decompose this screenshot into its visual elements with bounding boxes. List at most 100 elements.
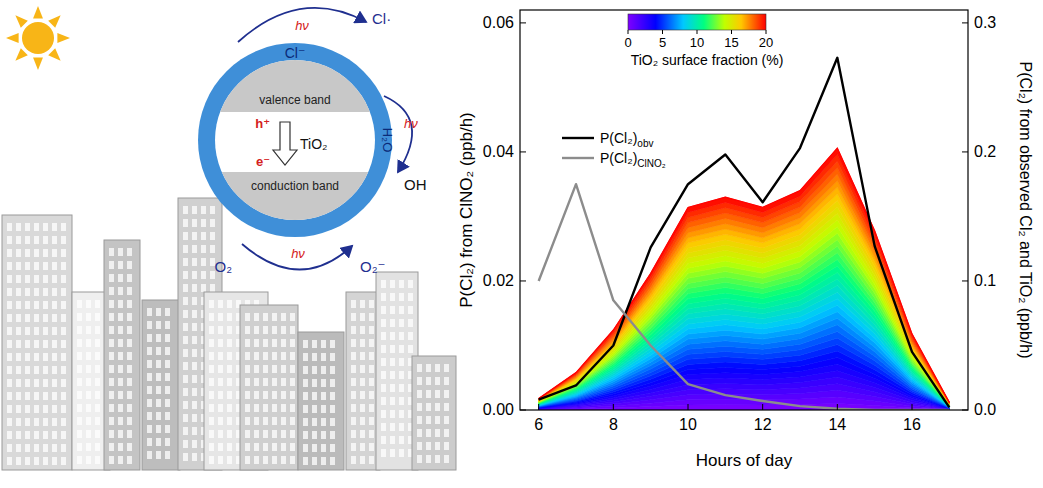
window [25, 340, 30, 348]
window [290, 430, 295, 438]
window [245, 352, 250, 360]
window [381, 436, 386, 444]
window [43, 236, 48, 244]
window [227, 417, 232, 425]
window [303, 353, 308, 361]
window [43, 457, 48, 465]
window [426, 416, 431, 424]
window [192, 388, 197, 396]
window [426, 442, 431, 450]
window [227, 391, 232, 399]
window [390, 384, 395, 392]
window [417, 390, 422, 398]
window [254, 339, 259, 347]
window [127, 339, 132, 347]
window [86, 365, 91, 373]
window [61, 379, 66, 387]
window [109, 391, 114, 399]
window [303, 431, 308, 439]
window [147, 347, 152, 355]
window [95, 456, 100, 464]
window [16, 444, 21, 452]
window [16, 288, 21, 296]
window [272, 313, 277, 321]
window [381, 358, 386, 366]
window [77, 417, 82, 425]
window [426, 429, 431, 437]
window [61, 262, 66, 270]
colorbar-tick [662, 30, 663, 34]
window [399, 449, 404, 457]
x-tick [613, 404, 614, 410]
window [127, 313, 132, 321]
window [127, 352, 132, 360]
y2-tick-label: 0.3 [974, 14, 996, 31]
window [192, 440, 197, 448]
window [95, 313, 100, 321]
window [360, 378, 365, 386]
window [147, 334, 152, 342]
window [245, 365, 250, 373]
window [399, 358, 404, 366]
window [399, 384, 404, 392]
y2-tick-label: 0.1 [974, 272, 996, 289]
window [52, 288, 57, 296]
window [426, 377, 431, 385]
window [263, 378, 268, 386]
x-tick-label: 12 [754, 416, 772, 433]
window [7, 223, 12, 231]
window [263, 417, 268, 425]
window [16, 353, 21, 361]
window [25, 262, 30, 270]
window [381, 371, 386, 379]
window [254, 443, 259, 451]
window [52, 236, 57, 244]
window [52, 275, 57, 283]
window [183, 375, 188, 383]
window [7, 275, 12, 283]
window [7, 262, 12, 270]
window [272, 352, 277, 360]
window [61, 288, 66, 296]
window [7, 236, 12, 244]
window [227, 404, 232, 412]
window [381, 280, 386, 288]
window [183, 414, 188, 422]
building [412, 356, 456, 470]
window [390, 371, 395, 379]
window [417, 403, 422, 411]
window [16, 223, 21, 231]
window [209, 391, 214, 399]
window [109, 300, 114, 308]
window [43, 340, 48, 348]
window [218, 404, 223, 412]
label: H₂O [380, 128, 395, 153]
window [399, 436, 404, 444]
window [399, 410, 404, 418]
window [147, 425, 152, 433]
window [147, 373, 152, 381]
x-tick [538, 404, 539, 410]
window [369, 313, 374, 321]
bands [215, 60, 375, 222]
window [254, 313, 259, 321]
window [165, 386, 170, 394]
window [25, 223, 30, 231]
window [86, 300, 91, 308]
window [109, 352, 114, 360]
window [390, 423, 395, 431]
window [360, 443, 365, 451]
x-tick-label: 16 [903, 416, 921, 433]
window [165, 373, 170, 381]
y-tick [520, 410, 526, 411]
window [127, 378, 132, 386]
window [435, 416, 440, 424]
x-tick [912, 404, 913, 410]
window [109, 339, 114, 347]
window [95, 300, 100, 308]
window [86, 417, 91, 425]
window [408, 332, 413, 340]
window [245, 391, 250, 399]
window [43, 223, 48, 231]
window [201, 219, 206, 227]
